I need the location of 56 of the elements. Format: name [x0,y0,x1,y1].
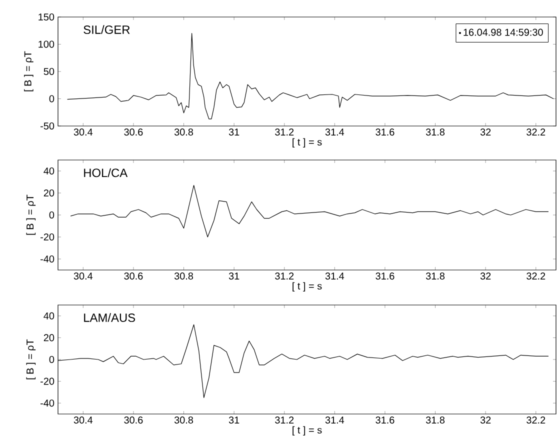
x-tick-label: 31.2 [275,416,294,424]
y-tick-label: -40 [40,255,54,263]
x-axis-title: [ t ] = s [292,282,322,292]
x-axis-title: [ t ] = s [292,138,322,148]
x-tick-label: 32.2 [526,272,546,280]
x-tick-label: 31.6 [376,272,394,280]
y-tick-label: 0 [49,95,54,102]
y-axis-title: [ B ] = ρT [26,339,36,380]
x-tick-label: 31.2 [275,128,294,136]
x-tick-label: 32.2 [526,128,546,136]
y-axis-title: [ B ] = ρT [26,194,36,235]
x-tick-label: 30.6 [124,416,143,424]
x-tick-label: 31.6 [376,416,394,424]
y-tick-label: -20 [40,233,54,241]
y-tick-label: 40 [44,312,54,320]
x-tick-label: 30.4 [74,416,93,424]
y-tick-label: 0 [49,211,54,219]
text: SIL/GER [84,25,130,34]
y-tick-label: 100 [38,40,54,48]
x-tick-label: 31 [228,272,240,280]
y-tick-label: -50 [40,122,54,130]
x-tick-label: 32 [480,272,491,280]
legend-label: 16.04.98 14:59:30 [464,28,543,36]
x-tick-label: 31.8 [426,272,445,280]
x-tick-label: 30.4 [74,272,93,280]
y-tick-label: 20 [44,189,54,197]
y-tick-label: 150 [38,13,54,21]
y-tick-label: -40 [40,400,54,407]
x-tick-label: 30.8 [174,416,194,424]
x-tick-label: 30.6 [124,272,143,280]
x-tick-label: 31.4 [325,416,344,424]
x-tick-label: 30.8 [174,272,194,280]
y-tick-label: 40 [44,167,54,175]
x-tick-label: 30.6 [124,128,143,136]
text: LAM/AUS [84,313,136,322]
x-tick-label: 31.2 [275,272,294,280]
x-tick-label: 31 [228,128,240,136]
x-tick-label: 31.8 [426,128,445,136]
text: HOL/CA [84,168,128,178]
x-tick-label: 31 [228,416,240,424]
y-tick-label: 20 [44,334,54,342]
x-tick-label: 31.4 [325,272,344,280]
x-tick-label: 30.8 [174,128,194,136]
line-series [70,184,549,238]
y-tick-label: 50 [44,68,54,76]
x-tick-label: 32 [480,416,491,424]
x-tick-label: 31.6 [376,128,394,136]
x-tick-label: 32.2 [526,416,546,424]
x-tick-label: 31.8 [426,416,445,424]
y-axis-title: [ B ] = ρT [24,51,34,92]
y-tick-label: 0 [49,356,54,364]
y-tick-label: -20 [40,378,54,385]
x-tick-label: 32 [480,128,491,136]
x-axis-title: [ t ] = s [292,426,322,436]
x-tick-label: 31.4 [325,128,344,136]
x-tick-label: 30.4 [74,128,93,136]
